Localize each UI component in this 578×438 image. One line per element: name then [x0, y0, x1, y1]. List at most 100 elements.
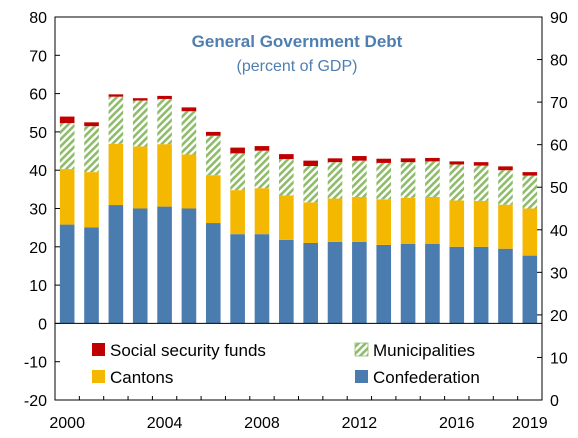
bar-social-security-funds-2005	[181, 107, 197, 112]
legend-box	[76, 332, 518, 394]
y-right-tick-label: 10	[550, 350, 568, 367]
bar-confederation-2013	[376, 244, 392, 324]
bar-confederation-2010	[303, 242, 318, 324]
bar-cantons-2011	[327, 198, 343, 242]
x-tick-label-2000: 2000	[49, 415, 85, 432]
bar-confederation-2008	[254, 234, 270, 324]
bar-municipalities-2009	[279, 159, 294, 196]
legend: Social security funds Municipalities Canto…	[92, 341, 480, 387]
axes-layer: -20 -10 0 10 20 30 40 50 60 70 80 0 10 20 30 40 50 60 70 80…	[24, 10, 568, 432]
bar-cantons-2009	[279, 195, 294, 240]
chart-subtitle: (percent of GDP)	[237, 58, 358, 75]
bar-confederation-2009	[279, 239, 294, 324]
bar-cantons-2005	[181, 154, 197, 209]
bar-municipalities-2018	[498, 170, 513, 205]
bar-municipalities-2001	[84, 126, 99, 173]
bar-social-security-funds-2012	[352, 156, 367, 161]
bar-cantons-2019	[522, 208, 538, 256]
bar-social-security-funds-2018	[498, 166, 513, 171]
bar-municipalities-2019	[522, 175, 538, 209]
bar-cantons-2013	[376, 199, 392, 245]
bar-municipalities-2015	[425, 161, 440, 198]
y-right-tick-label: 30	[550, 265, 568, 282]
bar-municipalities-2013	[376, 162, 392, 200]
bar-social-security-funds-2006	[205, 131, 221, 136]
bar-cantons-2001	[84, 172, 99, 228]
bar-social-security-funds-2013	[376, 158, 392, 163]
x-tick-label-2016: 2016	[439, 415, 475, 432]
bar-municipalities-2005	[181, 111, 197, 155]
bar-social-security-funds-2003	[132, 98, 148, 101]
y-right-tick-label: 50	[550, 180, 568, 197]
y-left-tick-label: -20	[24, 393, 47, 410]
bar-social-security-funds-2000	[59, 116, 75, 124]
bar-layer	[59, 94, 538, 324]
bar-social-security-funds-2017	[473, 162, 489, 166]
y-right-tick-label: 20	[550, 308, 568, 325]
bar-municipalities-2004	[157, 98, 172, 145]
chart-title: General Government Debt	[192, 32, 403, 51]
bar-confederation-2015	[425, 243, 440, 324]
bar-confederation-2001	[84, 227, 99, 324]
bar-municipalities-2000	[59, 123, 75, 170]
bar-municipalities-2016	[449, 164, 465, 201]
bar-confederation-2019	[522, 255, 538, 324]
bar-municipalities-2012	[352, 160, 367, 198]
bar-confederation-2016	[449, 246, 465, 324]
x-tick-label-2008: 2008	[244, 415, 280, 432]
bar-confederation-2014	[400, 243, 416, 324]
bar-municipalities-2003	[132, 100, 148, 147]
bar-confederation-2005	[181, 208, 197, 324]
y-left-tick-label: 0	[38, 316, 47, 333]
bar-social-security-funds-2015	[425, 157, 440, 162]
bar-cantons-2008	[254, 188, 270, 235]
legend-swatch-confederation	[355, 370, 368, 383]
bar-municipalities-2010	[303, 165, 318, 203]
y-right-tick-label: 70	[550, 95, 568, 112]
y-left-tick-label: 20	[29, 240, 47, 257]
legend-label-municipalities: Municipalities	[373, 341, 475, 360]
legend-label-cantons: Cantons	[110, 368, 173, 387]
bar-cantons-2004	[157, 144, 172, 207]
bar-cantons-2014	[400, 197, 416, 244]
bar-confederation-2011	[327, 241, 343, 324]
bar-confederation-2018	[498, 248, 513, 324]
bar-social-security-funds-2007	[230, 147, 245, 154]
bar-cantons-2017	[473, 200, 489, 247]
y-right-tick-label: 80	[550, 53, 568, 70]
bar-municipalities-2007	[230, 153, 245, 191]
y-left-tick-label: 80	[29, 10, 47, 27]
bar-social-security-funds-2014	[400, 158, 416, 163]
y-left-tick-label: 70	[29, 48, 47, 65]
bar-cantons-2018	[498, 204, 513, 249]
bar-cantons-2010	[303, 202, 318, 243]
bar-social-security-funds-2019	[522, 172, 538, 176]
y-right-tick-label: 0	[550, 393, 559, 410]
y-left-tick-label: 40	[29, 163, 47, 180]
legend-label-social-security-funds: Social security funds	[110, 341, 266, 360]
bar-social-security-funds-2010	[303, 160, 318, 166]
legend-swatch-municipalities	[354, 342, 369, 357]
y-right-tick-label: 40	[550, 223, 568, 240]
bar-cantons-2007	[230, 190, 245, 235]
bar-cantons-2015	[425, 197, 440, 244]
bar-confederation-2004	[157, 206, 172, 324]
bar-municipalities-2008	[254, 150, 270, 189]
legend-label-confederation: Confederation	[373, 368, 480, 387]
x-tick-label-2004: 2004	[147, 415, 183, 432]
bar-cantons-2002	[108, 143, 124, 206]
bar-social-security-funds-2002	[108, 94, 124, 97]
bar-municipalities-2002	[108, 96, 124, 144]
y-left-tick-label: -10	[24, 355, 47, 372]
bar-social-security-funds-2001	[84, 122, 99, 127]
y-left-tick-label: 10	[29, 278, 47, 295]
bar-municipalities-2011	[327, 162, 343, 199]
bar-confederation-2012	[352, 241, 367, 324]
bar-social-security-funds-2004	[157, 95, 172, 99]
bar-social-security-funds-2009	[279, 154, 294, 160]
bar-confederation-2000	[59, 224, 75, 324]
bar-confederation-2017	[473, 246, 489, 324]
bar-confederation-2002	[108, 205, 124, 324]
bar-municipalities-2006	[205, 135, 221, 176]
